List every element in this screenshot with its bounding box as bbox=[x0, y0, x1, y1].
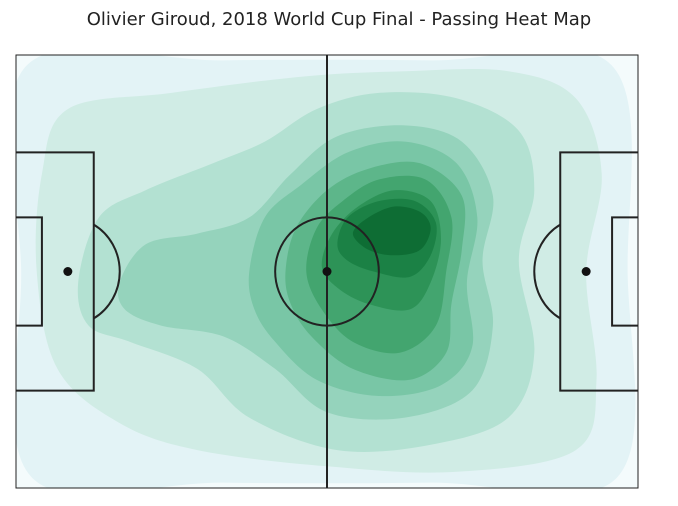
left-penalty-arc bbox=[93, 223, 121, 320]
plot-frame bbox=[15, 54, 639, 489]
center-circle bbox=[274, 216, 380, 327]
left-goal-area bbox=[16, 216, 43, 327]
chart-title: Olivier Giroud, 2018 World Cup Final - P… bbox=[86, 9, 592, 30]
center-spot bbox=[322, 267, 332, 276]
left-penalty-area bbox=[16, 151, 95, 392]
right-penalty-spot bbox=[581, 267, 591, 276]
left-penalty-spot bbox=[63, 267, 73, 276]
right-penalty-arc bbox=[533, 223, 561, 320]
pitch-markings bbox=[16, 55, 638, 488]
right-goal-area bbox=[611, 216, 638, 327]
right-penalty-area bbox=[559, 151, 638, 392]
